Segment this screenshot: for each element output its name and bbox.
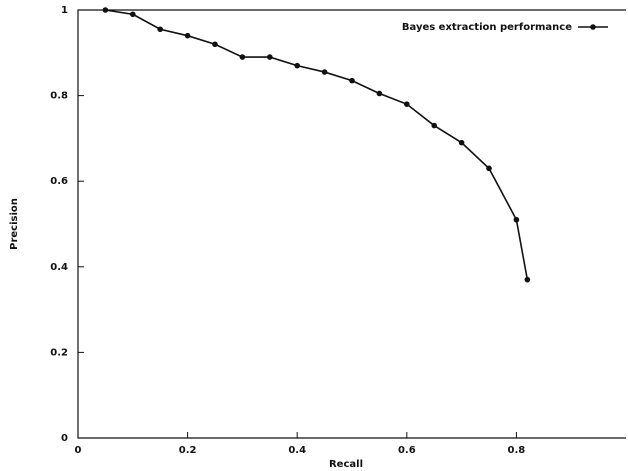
point — [212, 41, 218, 48]
point — [130, 11, 136, 18]
point — [431, 122, 438, 129]
point — [486, 165, 492, 172]
point — [321, 69, 328, 75]
point — [513, 216, 520, 223]
legend-label: Bayes extraction performance — [402, 22, 572, 33]
point — [404, 101, 410, 107]
y-tick-label: 1 — [61, 5, 68, 16]
x-tick-label: 0.4 — [288, 445, 306, 456]
point — [239, 54, 246, 60]
y-tick-label: 0 — [61, 433, 68, 444]
x-axis-label: Recall — [329, 459, 363, 470]
series-line — [105, 9, 529, 280]
point — [376, 90, 383, 97]
point — [524, 276, 531, 283]
point — [184, 32, 191, 39]
x-tick-label: 0 — [75, 445, 82, 456]
point — [267, 54, 273, 60]
x-tick-label: 0.2 — [179, 445, 197, 456]
y-axis-label: Precision — [9, 198, 20, 250]
x-tick-label: 0.6 — [398, 445, 416, 456]
point — [157, 26, 163, 33]
x-tick-label: 0.8 — [508, 445, 526, 456]
point — [458, 139, 465, 146]
legend-marker — [590, 24, 596, 30]
point — [294, 62, 301, 69]
y-tick-label: 0.4 — [50, 262, 68, 273]
y-tick-label: 0.6 — [50, 176, 68, 187]
point — [102, 7, 109, 13]
y-tick-label: 0.8 — [50, 91, 68, 102]
point — [349, 77, 355, 84]
axes-frame — [77, 9, 626, 439]
y-tick-label: 0.2 — [50, 347, 68, 358]
